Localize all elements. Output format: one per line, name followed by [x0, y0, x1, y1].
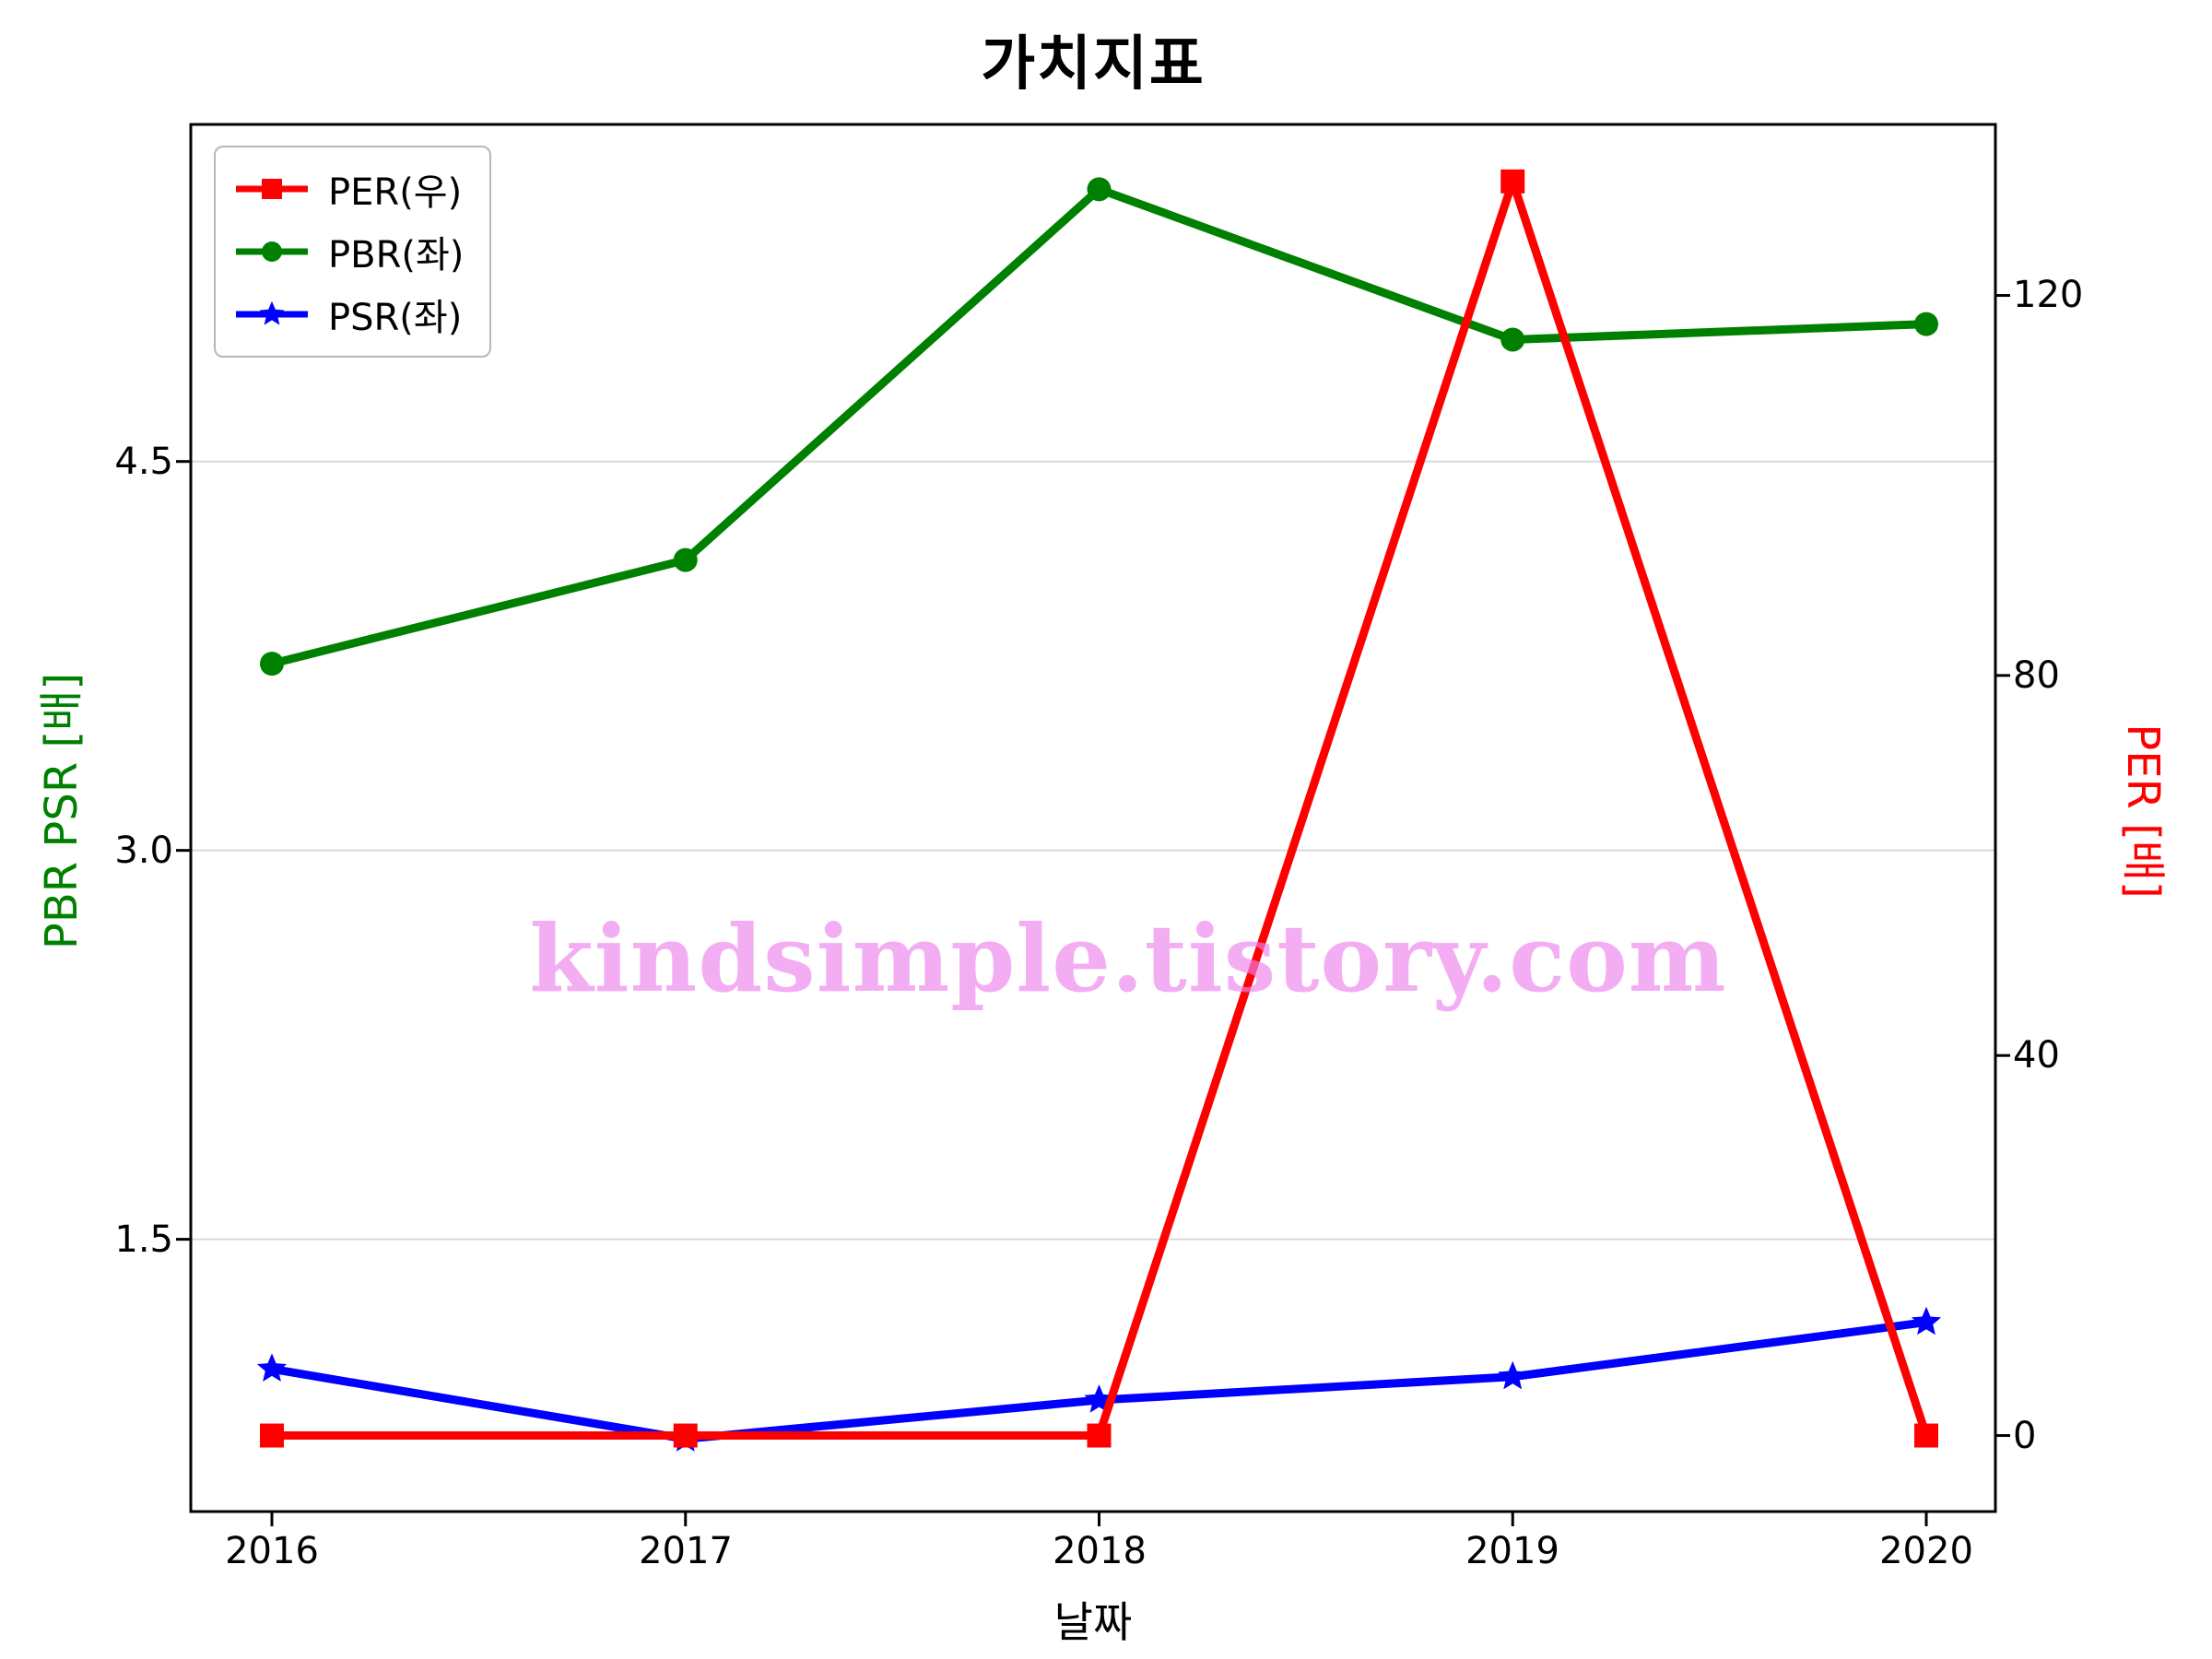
- legend-label-pbr: PBR(좌): [328, 234, 465, 276]
- pbr-marker: [260, 652, 284, 677]
- x-tick-label-2017: 2017: [639, 1530, 733, 1572]
- psr-marker: [256, 1353, 288, 1382]
- right-tick-label-80: 80: [2013, 654, 2060, 697]
- right-tick-label-0: 0: [2013, 1415, 2037, 1457]
- per-legend-marker-icon: [236, 179, 308, 199]
- right-axis-label: PER [배]: [2117, 724, 2169, 899]
- right-tick-label-120: 120: [2013, 274, 2084, 316]
- per-marker: [1500, 169, 1525, 194]
- legend-item-per: PER(우): [230, 162, 464, 216]
- pbr-marker: [1087, 177, 1112, 202]
- legend-item-pbr: PBR(좌): [230, 225, 464, 278]
- legend: PER(우) PBR(좌) PSR(좌): [214, 146, 492, 358]
- pbr-legend-marker-icon: [236, 241, 308, 262]
- left-tick-label-1-5: 1.5: [114, 1218, 173, 1261]
- left-axis-label: PBR PSR [배]: [36, 672, 88, 950]
- chart-title: 가치지표: [981, 30, 1206, 99]
- per-marker: [1087, 1423, 1112, 1448]
- pbr-line: [267, 184, 1931, 668]
- psr-line: [267, 1318, 1931, 1443]
- legend-label-per: PER(우): [328, 171, 463, 214]
- legend-marker: [262, 241, 282, 262]
- legend-marker: [262, 179, 282, 199]
- x-tick-label-2020: 2020: [1879, 1530, 1973, 1572]
- legend-item-psr: PSR(좌): [230, 288, 464, 341]
- psr-marker: [1498, 1360, 1528, 1390]
- pbr-marker: [1500, 327, 1525, 352]
- x-tick-label-2018: 2018: [1053, 1530, 1147, 1572]
- psr-marker: [1911, 1306, 1942, 1335]
- left-tick-label-3-0: 3.0: [114, 830, 173, 872]
- plot-border: [189, 123, 1997, 1513]
- x-axis-label: 날짜: [1053, 1597, 1133, 1647]
- right-tick-label-40: 40: [2013, 1034, 2060, 1077]
- per-marker: [260, 1423, 284, 1448]
- x-tick-label-2016: 2016: [225, 1530, 319, 1572]
- legend-marker: [259, 300, 285, 325]
- x-tick-label-2019: 2019: [1465, 1530, 1559, 1572]
- per-marker: [673, 1423, 698, 1448]
- left-tick-label-4-5: 4.5: [114, 441, 173, 483]
- per-line: [267, 177, 1931, 1440]
- pbr-marker: [673, 547, 698, 572]
- psr-legend-marker-icon: [236, 300, 308, 325]
- legend-label-psr: PSR(좌): [328, 297, 463, 339]
- pbr-marker: [1914, 312, 1938, 336]
- watermark: kindsimple.tistory.com: [529, 904, 1727, 1013]
- per-marker: [1914, 1423, 1938, 1448]
